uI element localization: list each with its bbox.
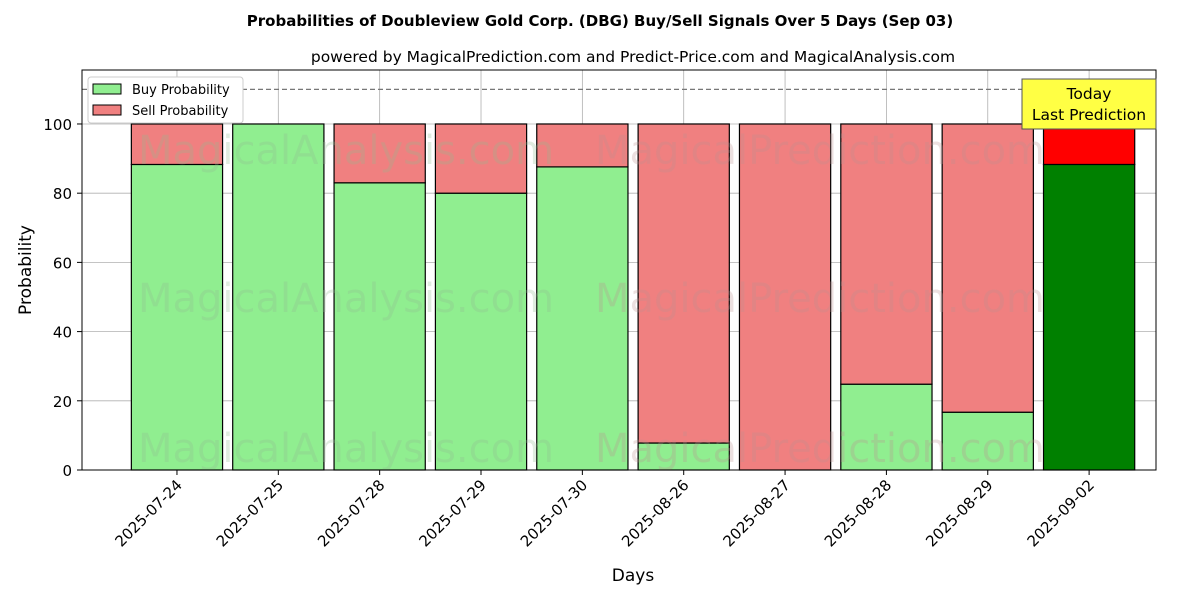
legend-sell-label: Sell Probability — [132, 104, 229, 119]
y-tick-label: 100 — [43, 116, 72, 134]
sell-bar — [333, 123, 426, 184]
y-axis-label: Probability — [16, 225, 36, 315]
buy-bar — [333, 182, 426, 471]
buy-bar — [130, 163, 224, 471]
x-tick-label: 2025-07-28 — [314, 476, 388, 550]
x-tick-label: 2025-08-28 — [821, 476, 895, 550]
annotation-box: Today Last Prediction — [1021, 78, 1157, 130]
chart-title: Probabilities of Doubleview Gold Corp. (… — [247, 12, 953, 30]
watermark-text: MagicalPrediction.com — [595, 276, 1045, 322]
buy-bar — [637, 442, 730, 471]
buy-bar — [840, 383, 933, 471]
x-tick-label: 2025-08-27 — [720, 476, 794, 550]
plot-frame — [81, 69, 1157, 471]
y-tick-label: 40 — [53, 324, 72, 342]
watermark-text: MagicalPrediction.com — [595, 426, 1045, 472]
annotation-line2: Last Prediction — [1032, 106, 1146, 124]
buy-bar — [434, 192, 528, 471]
watermark-text: MagicalAnalysis.com — [138, 426, 554, 472]
chart-subtitle: powered by MagicalPrediction.com and Pre… — [311, 48, 955, 66]
sell-bar — [1042, 123, 1136, 166]
y-tick-label: 0 — [62, 462, 72, 480]
annotation-line1: Today — [1066, 85, 1112, 103]
buy-bar — [941, 411, 1034, 471]
x-tick-label: 2025-07-24 — [111, 476, 185, 550]
watermark-text: MagicalPrediction.com — [595, 128, 1045, 174]
y-tick-label: 60 — [53, 254, 72, 272]
sell-bar — [840, 123, 933, 385]
legend-sell-swatch — [92, 104, 122, 116]
y-tick-label: 20 — [53, 393, 72, 411]
x-tick-label: 2025-08-26 — [618, 476, 692, 550]
x-tick-label: 2025-07-30 — [517, 476, 591, 550]
x-tick-label: 2025-07-29 — [415, 476, 489, 550]
legend-buy-swatch — [92, 83, 122, 95]
legend: Buy Probability Sell Probability — [87, 76, 244, 124]
sell-bar — [130, 123, 224, 166]
x-axis-label: Days — [612, 566, 655, 586]
sell-bar — [637, 123, 730, 444]
sell-bar — [536, 123, 629, 168]
x-tick-label: 2025-08-29 — [922, 476, 996, 550]
sell-bar — [434, 123, 528, 194]
y-tick-label: 80 — [53, 185, 72, 203]
buy-bar — [1042, 163, 1136, 471]
sell-bar — [941, 123, 1034, 413]
x-tick-label: 2025-07-25 — [213, 476, 287, 550]
legend-buy-label: Buy Probability — [132, 83, 230, 98]
sell-bar — [738, 123, 832, 471]
x-tick-label: 2025-09-02 — [1024, 476, 1098, 550]
watermark-text: MagicalAnalysis.com — [138, 276, 554, 322]
watermark-text: MagicalAnalysis.com — [138, 128, 554, 174]
